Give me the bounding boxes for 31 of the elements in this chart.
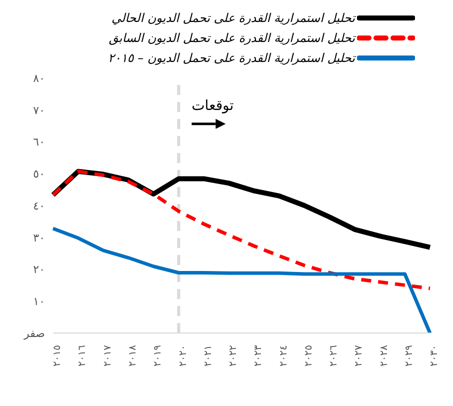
x-tick-label: ٢٠٢٨ xyxy=(378,344,390,366)
annotation: توقعات xyxy=(192,98,234,114)
y-tick-label: ٣٠ xyxy=(33,231,45,244)
x-tick-label: ٢٠١٨ xyxy=(128,344,138,366)
y-tick-label: ٤٠ xyxy=(33,199,45,212)
x-tick-label: ٢٠١٦ xyxy=(77,345,88,366)
y-tick-label: صفر xyxy=(23,326,45,340)
legend-label: تحليل استمرارية القدرة على تحمل الديون الحالي xyxy=(111,11,355,25)
y-tick-label: ٦٠ xyxy=(33,136,45,149)
line-series xyxy=(51,170,432,290)
y-tick-label: ١٠ xyxy=(33,295,45,308)
y-tick-label: ٨٠ xyxy=(33,72,45,85)
line-series xyxy=(51,226,432,333)
y-tick-label: ٢٠ xyxy=(33,263,45,276)
x-tick-label: ٢٠٢٦ xyxy=(328,345,340,366)
x-tick-label: ٢٠٢٠ xyxy=(178,345,189,366)
y-tick-label: ٥٠ xyxy=(33,168,45,181)
x-tick-label: ٢٠٢٣ xyxy=(253,344,264,366)
x-tick-label: ٢٠١٩ xyxy=(152,345,164,366)
x-tick-label: ٢٠٢٢ xyxy=(228,345,240,366)
y-tick-label: ٧٠ xyxy=(33,104,45,117)
x-tick-label: ٢٠٢٤ xyxy=(278,345,290,366)
x-tick-label: ٢٠٢٥ xyxy=(303,345,314,366)
x-tick-label: ٢٠١٥ xyxy=(52,345,64,366)
legend-label: تحليل استمرارية القدرة على تحمل الديون السابق xyxy=(108,31,355,45)
x-tick-label: ٢٠١٧ xyxy=(102,344,114,366)
x-tick-label: ٢٠٣٠ xyxy=(429,345,440,366)
x-tick-label: ٢٠٢١ xyxy=(202,345,214,366)
x-tick-label: ٢٠٢٩ xyxy=(404,345,415,366)
x-tick-label: ٢٠٢٧ xyxy=(354,344,365,366)
legend-label: تحليل استمرارية القدرة على تحمل الديون – ٢٠١٥ xyxy=(108,51,355,65)
